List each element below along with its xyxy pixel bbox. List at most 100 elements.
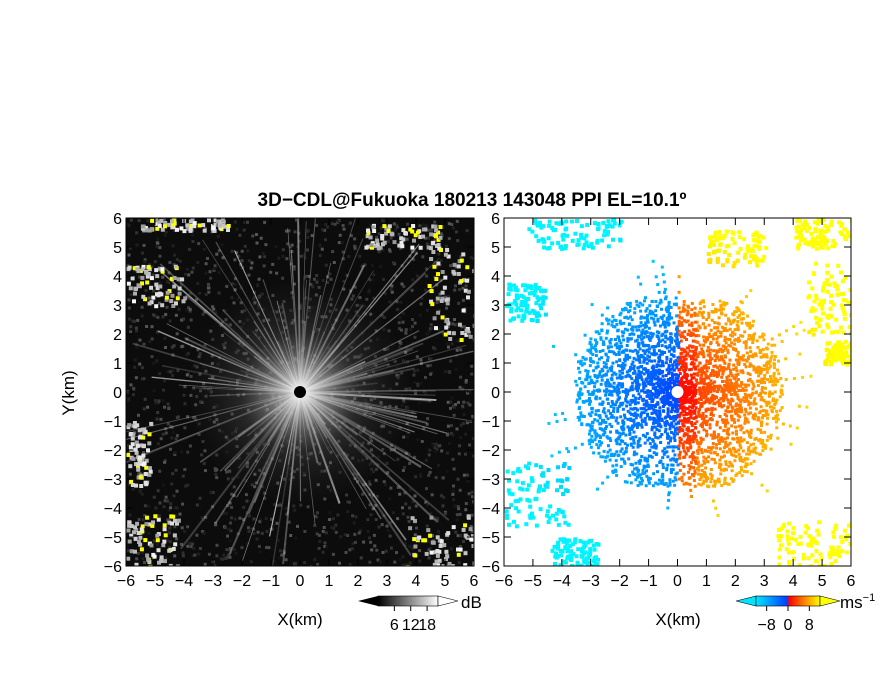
intensity-echo-pixel [129, 479, 134, 484]
velocity-pixel [753, 397, 757, 401]
noise-pixel [336, 219, 340, 223]
velocity-pixel [644, 484, 648, 488]
velocity-pixel [598, 443, 602, 447]
velocity-pixel [596, 409, 600, 413]
velocity-pixel [681, 375, 685, 379]
velocity-pixel [575, 398, 579, 402]
noise-pixel [383, 292, 387, 296]
velocity-pixel [682, 319, 686, 323]
noise-pixel [459, 423, 463, 427]
velocity-pixel [580, 392, 584, 396]
noise-pixel [127, 443, 130, 447]
velocity-pixel [615, 441, 619, 444]
velocity-ray-pixel [697, 472, 701, 476]
velocity-pixel [643, 299, 646, 303]
noise-pixel [435, 301, 439, 304]
noise-pixel [202, 247, 206, 251]
velocity-pixel [690, 301, 694, 305]
velocity-pixel [692, 474, 696, 478]
intensity-echo-pixel [127, 539, 132, 544]
velocity-pixel [748, 321, 751, 325]
velocity-pixel [618, 442, 622, 446]
noise-pixel [316, 511, 319, 515]
noise-pixel [464, 380, 468, 384]
noise-pixel [354, 515, 358, 519]
noise-pixel [140, 305, 144, 309]
velocity-pixel [769, 364, 773, 368]
noise-pixel [408, 561, 412, 565]
velocity-pixel [616, 409, 620, 413]
noise-pixel [454, 403, 457, 407]
velocity-pixel [636, 442, 640, 446]
velocity-pixel [590, 434, 594, 438]
velocity-pixel [764, 391, 767, 395]
velocity-pixel [723, 424, 727, 428]
velocity-pixel [744, 465, 748, 469]
noise-pixel [195, 298, 198, 302]
intensity-echo-pixel [466, 331, 471, 336]
y-tick-label: 5 [113, 240, 122, 257]
intensity-echo-pixel [146, 557, 151, 562]
noise-pixel [156, 489, 160, 493]
velocity-pixel [592, 451, 596, 455]
velocity-pixel [657, 419, 661, 423]
velocity-pixel [669, 306, 673, 309]
velocity-pixel [615, 346, 619, 350]
velocity-pixel [630, 412, 633, 416]
intensity-echo-pixel [175, 521, 179, 526]
velocity-pixel [762, 353, 766, 357]
velocity-pixel [689, 367, 693, 371]
velocity-pixel [641, 303, 645, 307]
velocity-pixel [608, 448, 612, 452]
velocity-pixel [664, 361, 668, 365]
noise-pixel [426, 502, 430, 506]
noise-pixel [433, 220, 437, 224]
velocity-pixel [656, 482, 660, 486]
y-tick-label: 1 [113, 356, 122, 373]
velocity-pixel [654, 444, 658, 448]
velocity-pixel [611, 464, 615, 468]
noise-pixel [412, 373, 416, 377]
velocity-pixel [674, 363, 678, 366]
intensity-echo-pixel [444, 319, 449, 324]
velocity-pixel [645, 394, 649, 398]
velocity-pixel [660, 350, 664, 354]
velocity-pixel [602, 365, 606, 369]
velocity-pixel [738, 471, 742, 474]
noise-pixel [422, 427, 426, 430]
noise-pixel [388, 534, 392, 538]
velocity-pixel [629, 419, 633, 422]
velocity-pixel [619, 415, 623, 419]
velocity-pixel [601, 419, 604, 422]
noise-pixel [142, 377, 146, 381]
noise-pixel [247, 526, 250, 530]
velocity-pixel [680, 479, 684, 483]
noise-pixel [452, 467, 456, 471]
noise-pixel [450, 424, 453, 428]
intensity-echo-pixel [127, 520, 132, 525]
noise-pixel [281, 254, 285, 258]
intensity-echo-pixel [211, 224, 215, 228]
noise-pixel [156, 411, 160, 414]
intensity-echo-pixel [144, 482, 149, 487]
noise-pixel [258, 550, 262, 554]
velocity-pixel [658, 353, 662, 357]
noise-pixel [215, 252, 219, 256]
intensity-echo-pixel [170, 521, 174, 526]
intensity-echo-pixel [138, 475, 143, 480]
velocity-pixel [635, 452, 639, 456]
noise-pixel [464, 432, 468, 436]
velocity-pixel [750, 393, 754, 397]
velocity-pixel [588, 402, 591, 406]
velocity-pixel [652, 350, 656, 354]
velocity-pixel [707, 311, 711, 315]
velocity-pixel [738, 415, 742, 419]
noise-pixel [366, 529, 370, 533]
velocity-pixel [717, 350, 721, 353]
velocity-pixel [615, 450, 619, 454]
noise-pixel [173, 554, 177, 558]
velocity-pixel [660, 317, 664, 320]
noise-pixel [419, 474, 423, 478]
velocity-pixel [636, 484, 640, 487]
velocity-pixel [629, 437, 633, 441]
